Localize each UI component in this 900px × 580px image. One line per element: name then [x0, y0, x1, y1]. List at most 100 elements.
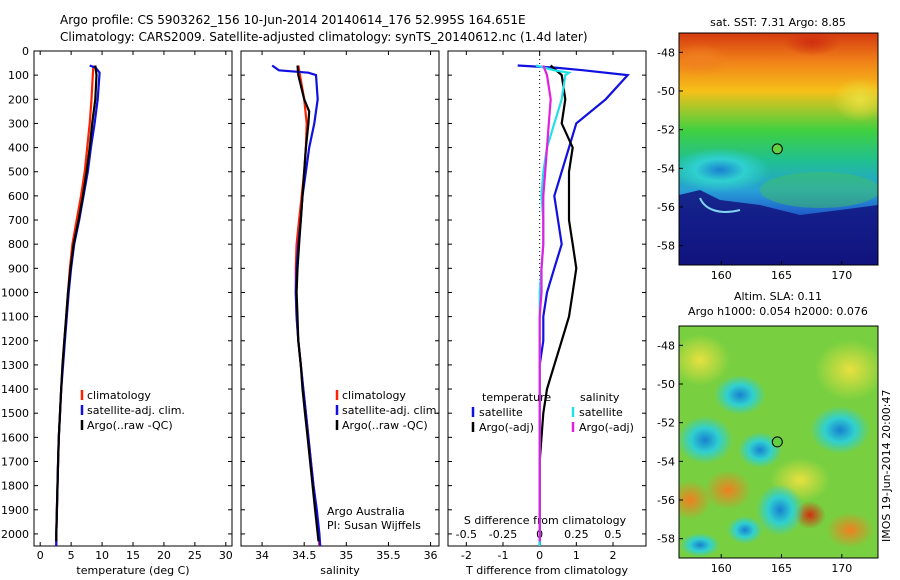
salinity-plot-area: [240, 50, 440, 547]
difference-xtick-label: 0: [536, 549, 543, 562]
depth-tick-label: 400: [8, 142, 29, 155]
depth-tick-label: 1600: [1, 431, 29, 444]
temperature-xtick-label: 15: [126, 549, 140, 562]
salinity-xtick-label: 35: [339, 549, 353, 562]
sst-map-title: sat. SST: 7.31 Argo: 8.85: [710, 16, 846, 29]
temperature-xtick-label: 10: [95, 549, 109, 562]
s-diff-tick-label: -0.5: [456, 528, 477, 541]
difference-xtick-label: -2: [461, 549, 472, 562]
s-diff-tick-label: 0.5: [604, 528, 622, 541]
sla-map-frame: [678, 325, 879, 559]
temperature-legend-label: climatology: [87, 389, 151, 402]
salinity-legend-label: climatology: [342, 389, 406, 402]
temperature-xtick-label: 25: [188, 549, 202, 562]
sla-map-ytick-label: -52: [657, 417, 675, 430]
salinity-xtick-label: 36: [424, 549, 438, 562]
sla-map: [679, 326, 878, 558]
sst-map-ytick-label: -52: [657, 124, 675, 137]
diff-legend-salinity-title: salinity: [580, 391, 620, 404]
diff-legend-label: satellite: [579, 406, 623, 419]
difference-xtick-label: 1: [573, 549, 580, 562]
depth-tick-label: 1200: [1, 335, 29, 348]
depth-tick-label: 300: [8, 117, 29, 130]
depth-tick-label: 800: [8, 238, 29, 251]
sla-map-axes: 160 165 170 -48 -50 -52 -54 -56 -58: [657, 339, 852, 575]
argo-location-marker: [771, 143, 783, 155]
depth-tick-label: 1100: [1, 311, 29, 324]
depth-tick-label: 500: [8, 166, 29, 179]
depth-tick-label: 2000: [1, 528, 29, 541]
salinity-panel: 34 34.5 35 35.5 36 salinity climatology satelli…: [240, 50, 440, 577]
depth-tick-label: 1000: [1, 286, 29, 299]
depth-tick-label: 1700: [1, 455, 29, 468]
sst-map-ytick-label: -58: [657, 240, 675, 253]
temperature-panel: 0 5 10 15 20 25 30 temperature (deg C) 0 100 200 30…: [1, 45, 233, 577]
depth-tick-label: 1800: [1, 480, 29, 493]
difference-xlabel: T difference from climatology: [465, 564, 628, 577]
sla-map-ytick-label: -50: [657, 378, 675, 391]
credit-text: IMOS 19-Jun-2014 20:00:47: [880, 389, 893, 542]
sla-map-title-2: Argo h1000: 0.054 h2000: 0.076: [688, 305, 868, 318]
sla-map-ytick-label: -58: [657, 533, 675, 546]
salinity-series-argo-raw-qc-: [295, 65, 320, 542]
sst-map-ytick-label: -54: [657, 162, 675, 175]
s-diff-tick-label: 0.25: [564, 528, 589, 541]
sla-map-title-1: Altim. SLA: 0.11: [734, 290, 822, 303]
salinity-xtick-label: 35.5: [376, 549, 401, 562]
sla-map-ytick-label: -54: [657, 455, 675, 468]
depth-tick-label: 200: [8, 93, 29, 106]
sla-map-xtick-label: 170: [831, 562, 852, 575]
temperature-xtick-label: 5: [68, 549, 75, 562]
sst-map-ytick-label: -50: [657, 85, 675, 98]
sla-map-ytick-label: -56: [657, 494, 675, 507]
depth-tick-label: 0: [22, 45, 29, 58]
sst-map-frame: [678, 32, 879, 266]
temperature-series-argo-raw-qc-: [55, 65, 98, 542]
s-diff-tick-label: -0.25: [489, 528, 517, 541]
sst-map-xtick-label: 165: [771, 269, 792, 282]
temperature-plot-area: [33, 50, 233, 547]
difference-panel: -2 -1 0 1 2 T difference from climatology -0.5…: [447, 50, 647, 577]
depth-tick-label: 1500: [1, 407, 29, 420]
sst-map-xtick-label: 160: [711, 269, 732, 282]
temperature-xtick-label: 20: [157, 549, 171, 562]
salinity-legend-label: Argo(..raw -QC): [342, 419, 428, 432]
diff-legend-temperature-title: temperature: [482, 391, 551, 404]
difference-xtick-label: -1: [498, 549, 509, 562]
temperature-legend-label: Argo(..raw -QC): [87, 419, 173, 432]
depth-tick-label: 600: [8, 190, 29, 203]
salinity-legend-label: satellite-adj. clim.: [342, 404, 440, 417]
salinity-annotation: PI: Susan Wijffels: [327, 519, 421, 532]
sla-map-xtick-label: 165: [771, 562, 792, 575]
sla-map-ytick-label: -48: [657, 339, 675, 352]
sla-map-xtick-label: 160: [711, 562, 732, 575]
depth-tick-label: 100: [8, 69, 29, 82]
sst-map-ytick-label: -56: [657, 201, 675, 214]
depth-tick-label: 1300: [1, 359, 29, 372]
salinity-xtick-label: 34.5: [292, 549, 317, 562]
temperature-xtick-label: 0: [37, 549, 44, 562]
header-line-2: Climatology: CARS2009. Satellite-adjuste…: [60, 30, 588, 44]
depth-tick-label: 1900: [1, 504, 29, 517]
argo-location-marker-sla: [771, 436, 783, 448]
temperature-xlabel: temperature (deg C): [76, 564, 189, 577]
diff-legend-label: Argo(-adj): [579, 421, 634, 434]
depth-tick-label: 900: [8, 262, 29, 275]
depth-tick-label: 1400: [1, 383, 29, 396]
diff-legend-label: Argo(-adj): [479, 421, 534, 434]
sst-map-axes: 160 165 170 -48 -50 -52 -54 -56 -58: [657, 46, 852, 282]
salinity-annotation: Argo Australia: [327, 505, 405, 518]
salinity-xlabel: salinity: [320, 564, 360, 577]
diff-legend-label: satellite: [479, 406, 523, 419]
header-line-1: Argo profile: CS 5903262_156 10-Jun-2014…: [60, 13, 526, 27]
difference-series-salinity-argo-adj-: [538, 65, 552, 542]
s-diff-xlabel: S difference from climatology: [464, 514, 627, 527]
depth-tick-label: 700: [8, 214, 29, 227]
sst-map-xtick-label: 170: [831, 269, 852, 282]
temperature-legend-label: satellite-adj. clim.: [87, 404, 185, 417]
temperature-xtick-label: 30: [219, 549, 233, 562]
difference-xtick-label: 2: [610, 549, 617, 562]
salinity-xtick-label: 34: [255, 549, 269, 562]
sst-map-ytick-label: -48: [657, 46, 675, 59]
